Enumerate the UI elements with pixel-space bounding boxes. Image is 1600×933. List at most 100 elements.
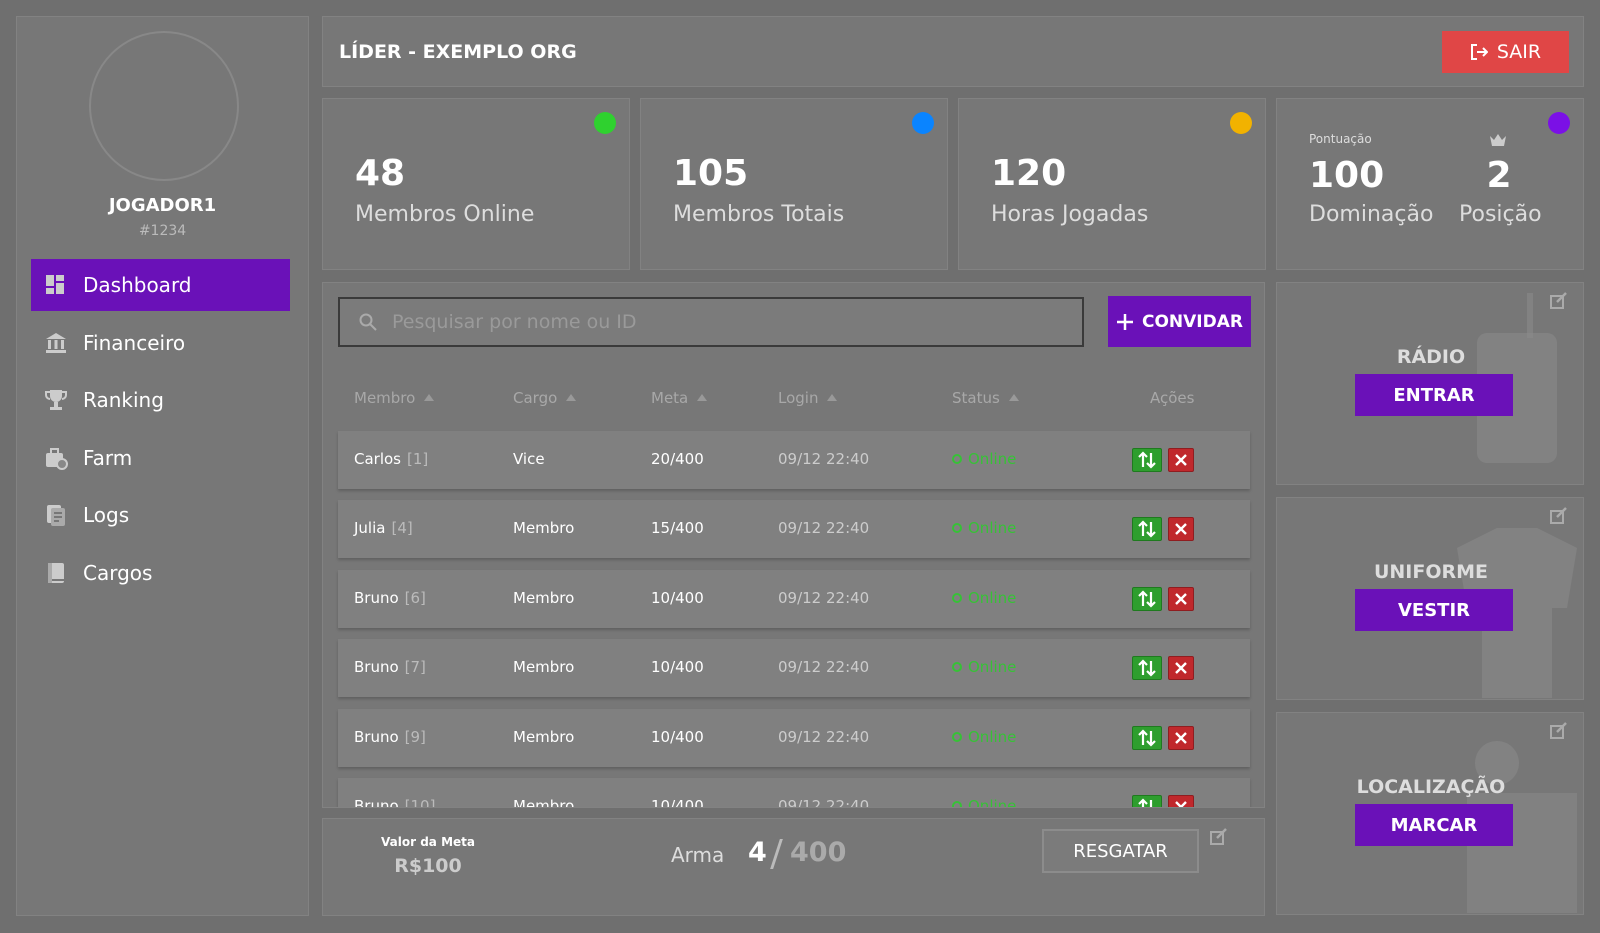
- action-button[interactable]: VESTIR: [1355, 589, 1513, 631]
- remove-button[interactable]: [1168, 517, 1194, 542]
- sort-caret: [827, 394, 838, 401]
- member-name-text: Julia: [354, 519, 386, 538]
- promote-button[interactable]: [1132, 795, 1162, 807]
- member-id: [10]: [404, 797, 436, 808]
- menu-label: Cargos: [83, 561, 153, 585]
- member-goal: 10/400: [651, 727, 704, 746]
- member-goal: 10/400: [651, 797, 704, 808]
- search-icon: [359, 313, 377, 331]
- remove-button[interactable]: [1168, 448, 1194, 472]
- menu-item[interactable]: Dashboard: [31, 259, 290, 311]
- remove-icon: [1175, 592, 1187, 605]
- member-row: Carlos [1] Vice 20/400 09/12 22:40 Online: [338, 431, 1250, 489]
- sidebar: JOGADOR1 #1234 Dashboard Financeiro Rankin…: [16, 16, 309, 916]
- member-name-text: Carlos: [354, 450, 401, 468]
- stat-label: Membros Totais: [673, 202, 845, 227]
- status-dot: [594, 112, 616, 134]
- member-id: [6]: [404, 588, 426, 607]
- action-card: LOCALIZAÇÃO MARCAR: [1276, 712, 1584, 915]
- column-header[interactable]: Membro: [354, 389, 435, 407]
- column-header[interactable]: Status: [952, 389, 1019, 407]
- member-name: Bruno [6]: [354, 589, 426, 607]
- column-label: Ações: [1150, 389, 1195, 407]
- sort-caret: [424, 394, 435, 401]
- status-dot: [952, 523, 962, 534]
- member-name: Bruno [9]: [354, 728, 426, 746]
- action-label: LOCALIZAÇÃO: [1356, 776, 1506, 798]
- menu-item[interactable]: Ranking: [31, 374, 290, 426]
- member-status: Online: [952, 728, 1016, 746]
- action-label: RÁDIO: [1396, 346, 1466, 368]
- action-button[interactable]: MARCAR: [1355, 804, 1513, 846]
- remove-icon: [1175, 523, 1187, 536]
- promote-icon: [1138, 729, 1156, 747]
- member-login: 09/12 22:40: [778, 519, 870, 538]
- action-card: UNIFORME VESTIR: [1276, 497, 1584, 700]
- status-dot: [952, 662, 962, 673]
- edit-icon: [1550, 292, 1567, 309]
- goal-panel: Valor da Meta R$100 Arma 4 400 RESGATAR: [322, 818, 1265, 916]
- column-header[interactable]: Meta: [651, 389, 708, 407]
- goal-amount: R$100: [394, 855, 462, 877]
- remove-button[interactable]: [1168, 586, 1194, 611]
- column-header[interactable]: Login: [778, 389, 838, 407]
- menu-item[interactable]: Logs: [31, 489, 290, 541]
- status-dot: [1548, 112, 1570, 134]
- goal-target: 400: [790, 837, 847, 868]
- member-name: Carlos [1]: [354, 450, 428, 468]
- member-goal: 20/400: [651, 450, 704, 468]
- member-id: [1]: [407, 450, 429, 468]
- menu-label: Dashboard: [83, 273, 192, 297]
- player-name: JOGADOR1: [108, 195, 217, 216]
- sort-caret: [697, 394, 708, 401]
- score-value: 2: [1486, 155, 1512, 196]
- invite-button[interactable]: CONVIDAR: [1108, 296, 1251, 347]
- column-label: Cargo: [513, 389, 558, 407]
- remove-button[interactable]: [1168, 795, 1194, 807]
- menu-item[interactable]: Cargos: [31, 547, 290, 599]
- goal-separator: [770, 839, 783, 869]
- menu-item[interactable]: Financeiro: [31, 317, 290, 369]
- invite-label: CONVIDAR: [1142, 311, 1243, 332]
- sort-caret: [1008, 394, 1019, 401]
- status-dot: [1230, 112, 1252, 134]
- player-id: #1234: [138, 223, 187, 239]
- menu-icon: [47, 505, 65, 527]
- action-illustration: [1477, 293, 1557, 463]
- logout-label: SAIR: [1496, 41, 1542, 63]
- status-text: Online: [968, 519, 1017, 538]
- promote-icon: [1138, 798, 1153, 807]
- score-label: Dominação: [1309, 202, 1434, 227]
- stat-card: 120 Horas Jogadas: [958, 98, 1266, 270]
- member-row: Bruno [9] Membro 10/400 09/12 22:40 Online: [338, 708, 1250, 767]
- menu-label: Farm: [83, 445, 133, 470]
- promote-button[interactable]: [1132, 656, 1162, 681]
- promote-icon: [1138, 659, 1156, 677]
- member-status: Online: [952, 450, 1016, 468]
- claim-button[interactable]: RESGATAR: [1042, 829, 1199, 873]
- promote-button[interactable]: [1132, 586, 1162, 611]
- search-box[interactable]: Pesquisar por nome ou ID: [338, 297, 1084, 347]
- member-row: Bruno [7] Membro 10/400 09/12 22:40 Online: [338, 639, 1250, 698]
- remove-button[interactable]: [1168, 725, 1194, 750]
- promote-button[interactable]: [1132, 725, 1162, 750]
- member-role: Membro: [513, 727, 575, 746]
- status-dot: [952, 801, 962, 807]
- menu-icon: [46, 332, 66, 353]
- promote-button[interactable]: [1132, 448, 1162, 472]
- column-header: Ações: [1150, 389, 1194, 407]
- action-button[interactable]: ENTRAR: [1355, 374, 1513, 416]
- member-goal: 15/400: [651, 519, 704, 538]
- remove-icon: [1175, 731, 1187, 744]
- org-title: LÍDER - EXEMPLO ORG: [339, 41, 577, 63]
- status-text: Online: [968, 727, 1017, 746]
- header: LÍDER - EXEMPLO ORG SAIR: [322, 16, 1584, 87]
- logout-button[interactable]: SAIR: [1442, 31, 1569, 73]
- promote-button[interactable]: [1132, 517, 1162, 542]
- stat-label: Membros Online: [355, 202, 535, 227]
- column-header[interactable]: Cargo: [513, 389, 577, 407]
- menu-item[interactable]: Farm: [31, 432, 290, 484]
- remove-button[interactable]: [1168, 656, 1194, 681]
- promote-icon: [1138, 451, 1156, 469]
